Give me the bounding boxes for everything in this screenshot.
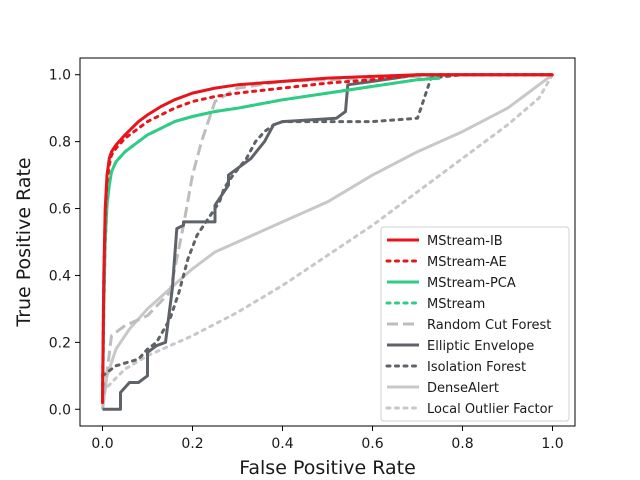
x-tick-label: 1.0 [541,436,563,452]
series-line-isolation-forest [101,73,554,378]
y-tick-label: 0.6 [49,202,71,218]
series-line-elliptic-envelope [102,73,553,411]
axes-frame [79,57,576,427]
x-tick-label: 0.0 [91,436,113,452]
legend-label-elliptic-envelope: Elliptic Envelope [427,339,534,354]
plot-area [101,73,554,411]
y-tick-label: 0.4 [49,268,71,284]
legend-label-random-cut-forest: Random Cut Forest [427,318,551,333]
y-tick-label: 1.0 [49,68,71,84]
legend-label-mstream-pca: MStream-PCA [427,276,516,291]
axes: 0.0 0.2 0.4 0.6 0.8 1.0 0.0 0.2 0.4 0.6 0.8 1.0 Fals… [13,57,576,479]
legend-box [380,226,570,422]
x-tick-label: 0.8 [451,436,473,452]
x-tick-label: 0.4 [271,436,293,452]
x-tick-label: 0.6 [361,436,383,452]
legend-label-densealert: DenseAlert [427,381,499,396]
legend-label-mstream: MStream [427,297,485,312]
series-line-mstream-ib [101,73,553,403]
series-line-local-outlier-factor [101,73,554,394]
series-line-densealert [101,73,554,410]
legend-label-isolation-forest: Isolation Forest [427,360,526,375]
legend: MStream-IB MStream-AE MStream-PCA MStream Ra… [380,226,570,422]
y-axis-label: True Positive Rate [13,157,35,327]
y-tick-label: 0.0 [49,402,71,418]
y-tick-label: 0.2 [49,335,71,351]
legend-label-local-outlier-factor: Local Outlier Factor [427,402,554,417]
x-tick-label: 0.2 [181,436,203,452]
legend-label-mstream-ib: MStream-IB [427,234,503,249]
series-line-mstream-pca [101,76,441,403]
legend-label-mstream-ae: MStream-AE [427,255,507,270]
y-tick-label: 0.8 [49,135,71,151]
x-axis-label: False Positive Rate [239,457,416,479]
